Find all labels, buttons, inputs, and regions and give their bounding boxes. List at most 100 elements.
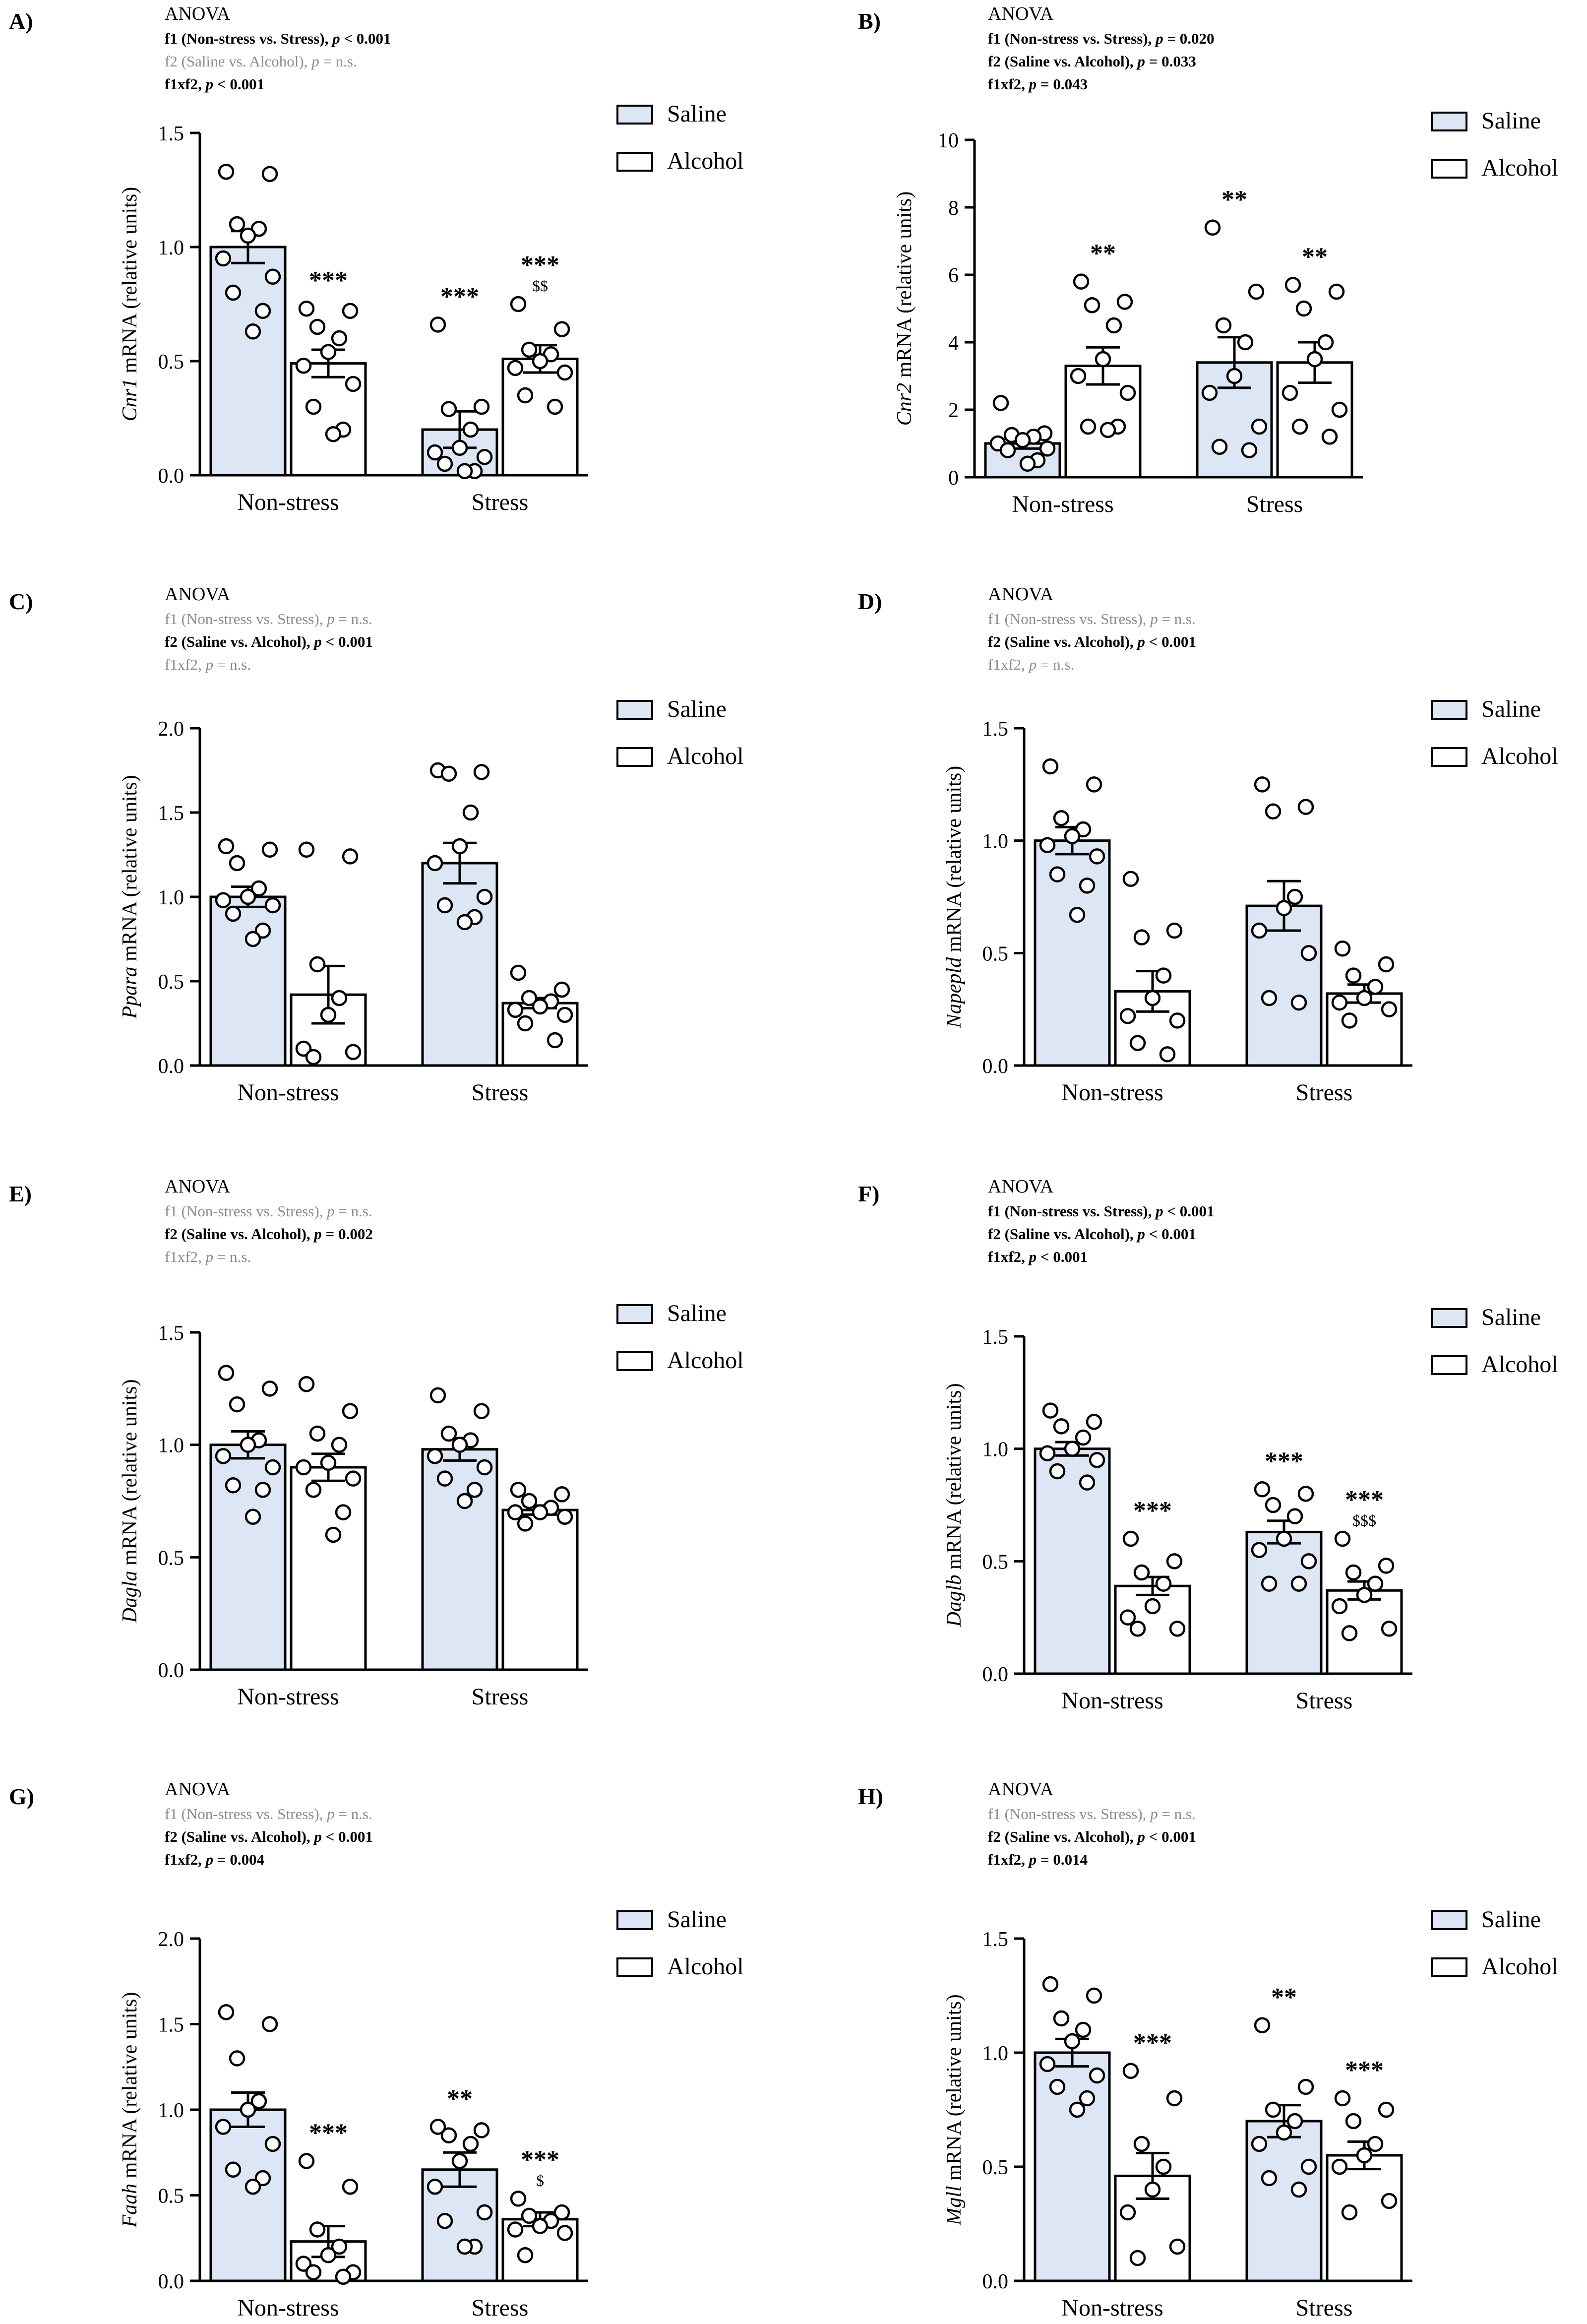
data-point: [1049, 2078, 1066, 2095]
panel-a: A) ANOVA f1 (Non-stress vs. Stress), p < 0…: [9, 3, 744, 515]
y-tick-label: 0.0: [982, 1055, 1009, 1078]
data-point: [1248, 283, 1265, 300]
data-point: [547, 398, 563, 415]
data-point: [1089, 1452, 1105, 1468]
y-axis-gene: Cnr1: [119, 378, 141, 421]
significance-stars: **: [1221, 186, 1247, 214]
data-point: [309, 1425, 326, 1442]
y-axis-gene: Dagla: [119, 1571, 141, 1624]
anova-row: f1xf2, p < 0.001: [988, 1248, 1088, 1265]
data-point: [992, 395, 1009, 411]
anova-factor: f1 (Non-stress vs. Stress),: [988, 1805, 1150, 1822]
data-point: [1254, 776, 1271, 793]
data-point: [298, 300, 315, 317]
bar-saline: [1034, 2051, 1111, 2282]
data-point: [510, 2191, 527, 2207]
y-axis-suffix: mRNA (relative units): [119, 1379, 141, 1570]
data-point: [1049, 866, 1066, 882]
data-point: [1119, 1008, 1136, 1024]
data-point: [1251, 922, 1268, 939]
data-point: [335, 1504, 352, 1520]
y-axis-gene: Faah: [119, 2184, 141, 2228]
significance-dollar: $$: [532, 277, 548, 295]
data-point: [305, 1482, 322, 1498]
y-tick-label: 2: [948, 399, 959, 422]
data-point: [1367, 979, 1384, 995]
data-point: [218, 2004, 235, 2020]
data-point: [556, 1006, 573, 1023]
data-point: [345, 376, 362, 392]
data-point: [440, 401, 457, 417]
y-tick-label: 1.0: [158, 2099, 184, 2122]
anova-p-label: p: [1136, 53, 1145, 70]
data-point: [229, 855, 245, 872]
data-point: [309, 956, 326, 973]
data-point: [1356, 2147, 1373, 2164]
anova-p-label: p: [1154, 1202, 1163, 1220]
y-tick-label: 0.0: [158, 465, 184, 488]
data-point: [553, 321, 570, 337]
significance-dollar: $$$: [1352, 1511, 1376, 1529]
data-point: [1133, 929, 1150, 945]
data-point: [1070, 368, 1087, 384]
anova-pvalue: = n.s.: [335, 610, 372, 628]
data-point: [331, 990, 348, 1006]
data-point: [476, 448, 493, 465]
data-point: [254, 303, 271, 319]
data-point: [1290, 2181, 1307, 2198]
data-point: [215, 250, 232, 267]
data-point: [451, 2153, 468, 2169]
anova-pvalue: < 0.001: [1145, 1225, 1196, 1243]
data-point: [331, 330, 348, 347]
data-point: [1300, 945, 1317, 961]
data-point: [1204, 219, 1221, 236]
data-point: [1295, 300, 1312, 317]
data-point: [1265, 803, 1282, 819]
bar-saline: [1034, 1447, 1111, 1675]
data-point: [1265, 1497, 1282, 1513]
y-axis-gene: Cnr2: [893, 383, 916, 426]
data-point: [261, 1381, 278, 1397]
data-point: [1169, 2238, 1186, 2255]
legend-label-saline: Saline: [1481, 1304, 1541, 1330]
anova-factor: f2 (Saline vs. Alcohol),: [165, 633, 314, 650]
panel-c: C) ANOVA f1 (Non-stress vs. Stress), p = n…: [9, 584, 744, 1106]
data-point: [342, 2179, 359, 2195]
y-axis-label: Daglb mRNA (relative units): [943, 1383, 966, 1627]
anova-row: f1xf2, p = n.s.: [988, 656, 1074, 673]
y-tick-label: 10: [938, 129, 959, 152]
data-point: [225, 1477, 242, 1494]
data-point: [1129, 2250, 1146, 2266]
data-point: [1201, 384, 1218, 401]
significance-stars: ***: [1133, 2029, 1172, 2057]
y-axis-label: Cnr1 mRNA (relative units): [119, 187, 141, 421]
data-point: [466, 1482, 483, 1498]
data-point: [476, 1459, 493, 1476]
y-tick-label: 0.5: [982, 1551, 1009, 1573]
data-point: [320, 344, 337, 360]
data-point: [254, 1482, 271, 1498]
data-point: [1261, 990, 1278, 1006]
significance-stars: ***: [309, 266, 348, 295]
anova-factor: f1xf2,: [165, 656, 206, 673]
anova-factor: f2 (Saline vs. Alcohol),: [988, 1828, 1137, 1845]
panel-d: D) ANOVA f1 (Non-stress vs. Stress), p = n…: [858, 584, 1558, 1106]
data-point: [1378, 2101, 1395, 2118]
y-tick-label: 4: [948, 332, 959, 355]
data-point: [1069, 2101, 1086, 2118]
bar-alcohol: [1326, 2154, 1403, 2282]
y-axis-label: Cnr2 mRNA (relative units): [893, 191, 916, 426]
data-point: [1261, 1575, 1278, 1592]
data-point: [1039, 1445, 1056, 1461]
anova-factor: f1 (Non-stress vs. Stress),: [988, 30, 1156, 47]
data-point: [1381, 1001, 1398, 1017]
anova-pvalue: < 0.001: [322, 1828, 373, 1845]
data-point: [1133, 1564, 1150, 1581]
data-point: [1341, 1012, 1358, 1029]
data-point: [1367, 1575, 1384, 1592]
anova-pvalue: = n.s.: [213, 1248, 251, 1265]
data-point: [429, 2119, 446, 2135]
legend-label-saline: Saline: [667, 1300, 727, 1326]
y-tick-label: 0.0: [158, 1055, 184, 1078]
